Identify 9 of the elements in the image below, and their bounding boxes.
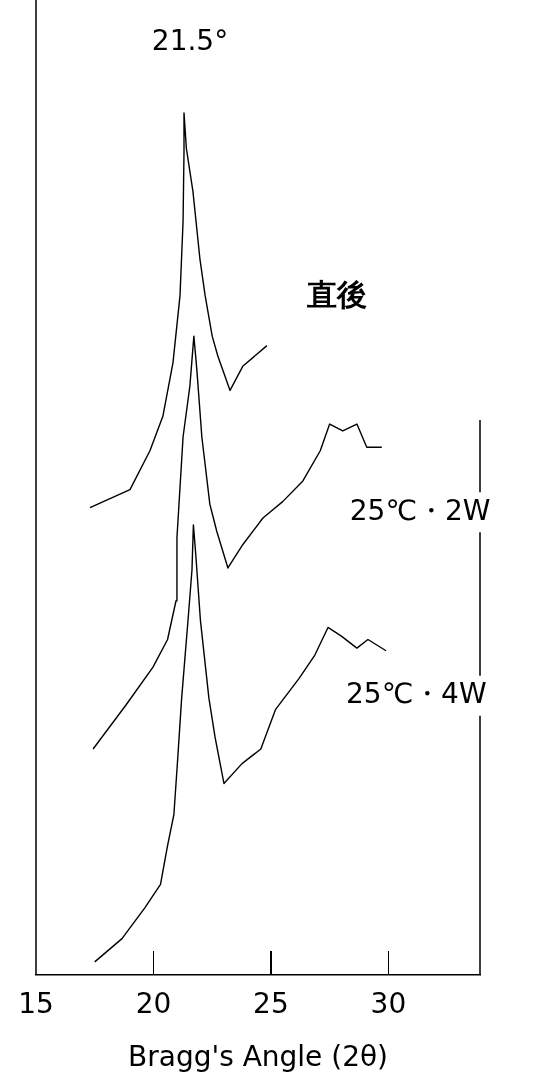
series-label: 直後 (305, 277, 367, 313)
series-label: 25℃・2W (349, 493, 491, 527)
x-tick-label: 30 (370, 986, 407, 1020)
series-label: 25℃・4W (346, 677, 487, 711)
x-axis-title: Bragg's Angle (2θ) (128, 1040, 388, 1074)
x-tick-label: 20 (135, 986, 172, 1020)
text: 21.5° (151, 24, 229, 58)
x-tick-label: 15 (18, 986, 54, 1020)
x-tick-label: 25 (253, 986, 289, 1020)
